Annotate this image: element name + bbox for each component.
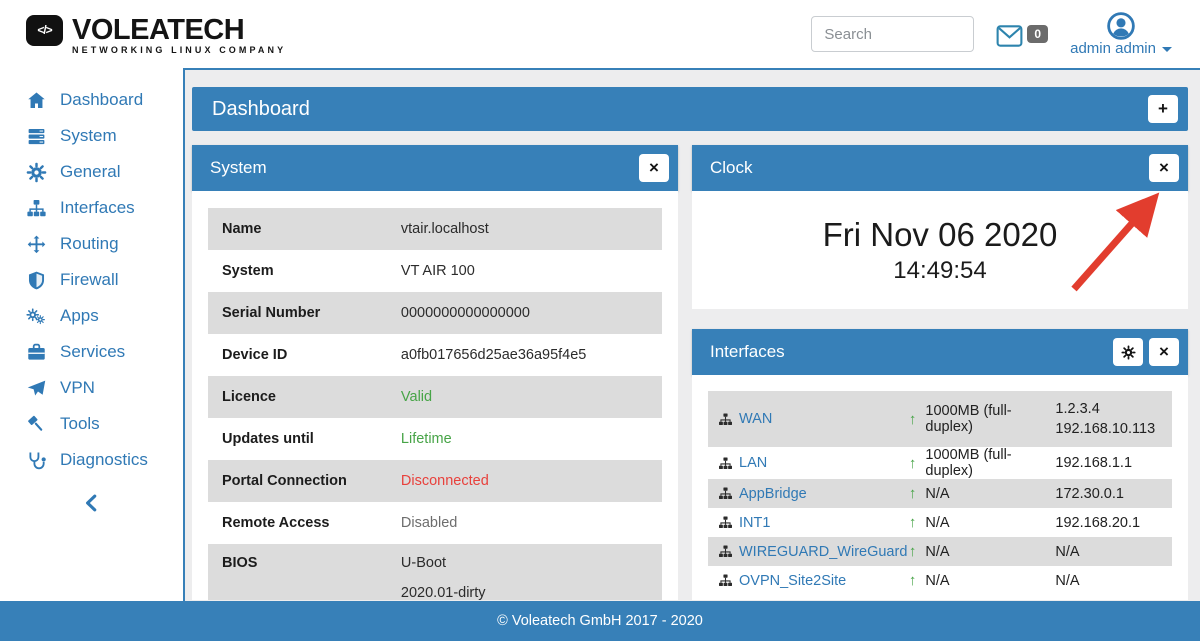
interface-row-wan: WAN ↑ 1000MB (full-duplex) 1.2.3.4 192.1… — [708, 391, 1172, 447]
interface-link-wan[interactable]: WAN — [739, 411, 773, 427]
clock-time: 14:49:54 — [893, 256, 987, 284]
link-up-icon: ↑ — [908, 572, 917, 589]
sitemap-icon — [718, 486, 733, 501]
clock-date: Fri Nov 06 2020 — [822, 215, 1058, 253]
gears-icon — [26, 306, 47, 327]
interface-link-int1[interactable]: INT1 — [739, 514, 771, 531]
logo-text: VOLEATECH — [72, 13, 245, 46]
system-row-licence: Licence Valid — [208, 376, 662, 418]
shield-icon — [26, 270, 47, 291]
notifications-button[interactable]: 0 — [996, 25, 1049, 47]
user-name: admin admin — [1070, 39, 1156, 57]
system-row-remote: Remote Access Disabled — [208, 502, 662, 544]
sidebar-item-system[interactable]: System — [0, 118, 183, 154]
interface-row-appbridge: AppBridge ↑ N/A 172.30.0.1 — [708, 479, 1172, 508]
sidebar: Dashboard System General Interfaces Rout… — [0, 68, 185, 601]
gear-icon — [26, 162, 47, 183]
notification-count-badge: 0 — [1027, 25, 1049, 43]
user-menu[interactable]: admin admin — [1070, 12, 1172, 57]
sitemap-icon — [718, 515, 733, 530]
interface-link-appbridge[interactable]: AppBridge — [739, 485, 807, 502]
sitemap-icon — [26, 198, 47, 219]
interfaces-panel-close-button[interactable]: × — [1149, 338, 1179, 366]
interface-link-ovpn[interactable]: OVPN_Site2Site — [739, 572, 847, 589]
sidebar-item-diagnostics[interactable]: Diagnostics — [0, 442, 183, 478]
clock-panel: Clock × Fri Nov 06 2020 14:49:54 — [692, 145, 1188, 309]
avatar-icon — [1107, 12, 1135, 40]
footer: © Voleatech GmbH 2017 - 2020 — [0, 601, 1200, 641]
link-up-icon: ↑ — [908, 543, 917, 560]
system-row-bios: BIOS U-Boot 2020.01-dirty — [208, 544, 662, 600]
envelope-icon — [996, 25, 1023, 47]
status-lifetime: Lifetime — [400, 431, 452, 447]
sidebar-item-firewall[interactable]: Firewall — [0, 262, 183, 298]
sidebar-item-routing[interactable]: Routing — [0, 226, 183, 262]
sidebar-item-vpn[interactable]: VPN — [0, 370, 183, 406]
system-row-updates: Updates until Lifetime — [208, 418, 662, 460]
main-content: Dashboard + System × Name vtair.lo — [185, 68, 1200, 601]
interface-row-ovpn: OVPN_Site2Site ↑ N/A N/A — [708, 566, 1172, 595]
logo-tagline: NETWORKING LINUX COMPANY — [72, 44, 287, 55]
sidebar-item-general[interactable]: General — [0, 154, 183, 190]
arrows-move-icon — [26, 234, 47, 255]
jet-icon — [26, 378, 47, 399]
system-panel-title: System — [210, 158, 267, 177]
sitemap-icon — [718, 573, 733, 588]
sidebar-item-apps[interactable]: Apps — [0, 298, 183, 334]
logo: </> VOLEATECH NETWORKING LINUX COMPANY — [26, 14, 286, 55]
system-row-portal: Portal Connection Disconnected — [208, 460, 662, 502]
chevron-down-icon — [1162, 46, 1172, 52]
gavel-icon — [26, 414, 47, 435]
server-icon — [26, 126, 47, 147]
status-valid: Valid — [400, 389, 433, 405]
link-up-icon: ↑ — [908, 485, 917, 502]
link-up-icon: ↑ — [908, 514, 917, 531]
status-disconnected: Disconnected — [400, 473, 489, 489]
sidebar-item-tools[interactable]: Tools — [0, 406, 183, 442]
interface-row-int1: INT1 ↑ N/A 192.168.20.1 — [708, 508, 1172, 537]
sidebar-item-dashboard[interactable]: Dashboard — [0, 82, 183, 118]
search-input[interactable] — [811, 16, 975, 52]
system-row-system: System VT AIR 100 — [222, 263, 475, 279]
copyright-text: © Voleatech GmbH 2017 - 2020 — [497, 613, 703, 629]
home-icon — [26, 90, 47, 111]
clock-panel-title: Clock — [710, 158, 753, 177]
interface-link-lan[interactable]: LAN — [739, 455, 768, 471]
interface-link-wireguard[interactable]: WIREGUARD_WireGuard — [739, 543, 908, 560]
top-header: </> VOLEATECH NETWORKING LINUX COMPANY 0… — [0, 0, 1200, 68]
interface-row-lan: LAN ↑ 1000MB (full-duplex) 192.168.1.1 — [708, 447, 1172, 479]
system-row-serial: Serial Number 0000000000000000 — [208, 292, 662, 334]
chevron-left-icon — [81, 492, 103, 514]
system-row-device-id: Device ID a0fb017656d25ae36a95f4e5 — [222, 347, 587, 363]
page-title: Dashboard — [212, 97, 310, 120]
stethoscope-icon — [26, 450, 47, 471]
system-panel: System × Name vtair.localhost System VT … — [192, 145, 678, 600]
system-panel-close-button[interactable]: × — [639, 154, 669, 182]
sitemap-icon — [718, 456, 733, 471]
sitemap-icon — [718, 544, 733, 559]
system-row-name: Name vtair.localhost — [208, 208, 662, 250]
link-up-icon: ↑ — [908, 410, 917, 428]
interface-row-wireguard: WIREGUARD_WireGuard ↑ N/A N/A — [708, 537, 1172, 566]
briefcase-icon — [26, 342, 47, 363]
code-icon: </> — [26, 14, 63, 46]
gear-icon — [1121, 345, 1136, 360]
clock-panel-close-button[interactable]: × — [1149, 154, 1179, 182]
page-title-bar: Dashboard + — [192, 87, 1188, 131]
interfaces-panel: Interfaces × WAN — [692, 329, 1188, 600]
add-widget-button[interactable]: + — [1148, 95, 1178, 123]
sidebar-item-services[interactable]: Services — [0, 334, 183, 370]
sitemap-icon — [718, 412, 733, 427]
status-disabled: Disabled — [400, 515, 458, 531]
interfaces-panel-title: Interfaces — [710, 342, 785, 361]
link-up-icon: ↑ — [908, 454, 917, 472]
interfaces-settings-button[interactable] — [1113, 338, 1143, 366]
sidebar-item-interfaces[interactable]: Interfaces — [0, 190, 183, 226]
sidebar-collapse-button[interactable] — [72, 492, 112, 514]
